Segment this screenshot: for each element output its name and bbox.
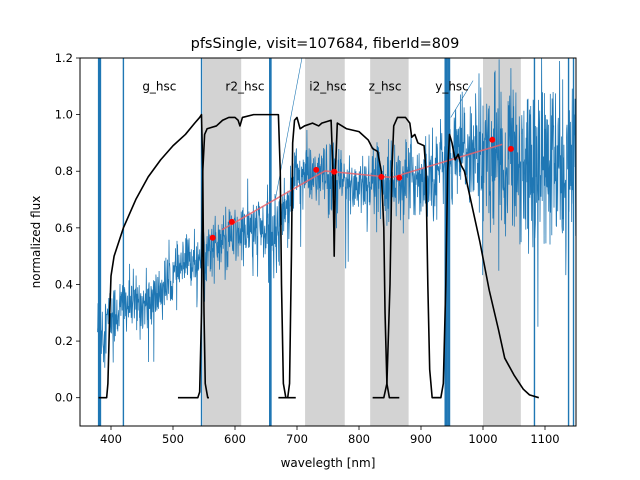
x-tick-label: 1000	[468, 432, 497, 446]
photometry-points	[209, 136, 514, 241]
x-tick-label: 600	[224, 432, 246, 446]
x-tick-label: 700	[286, 432, 308, 446]
photometry-point	[489, 136, 496, 143]
filter-curve-y_hsc	[433, 133, 540, 399]
shaded-band	[370, 58, 409, 426]
filter-curve-z_hsc	[372, 116, 440, 399]
y-tick-label: 0.4	[55, 277, 73, 291]
x-axis-ticks: 400 500 600 700 800 900 1000 1100	[100, 426, 560, 446]
photometry-point	[507, 145, 514, 152]
synthetic-line	[221, 143, 503, 231]
spectrum-line	[97, 58, 576, 368]
filter-curve-g_hsc	[98, 113, 209, 399]
x-tick-label: 500	[162, 432, 184, 446]
filter-curve-i2_hsc	[278, 116, 400, 399]
y-tick-label: 0.0	[55, 391, 73, 405]
photometry-point	[313, 166, 320, 173]
x-tick-label: 1100	[530, 432, 559, 446]
filter-label: i2_hsc	[309, 79, 346, 93]
shaded-bands	[202, 58, 521, 426]
synthetic-photometry-line	[221, 143, 503, 231]
x-tick-label: 900	[410, 432, 432, 446]
filter-curves	[98, 113, 540, 399]
chart-title: pfsSingle, visit=107684, fiberId=809	[191, 36, 460, 52]
x-tick-label: 800	[348, 432, 370, 446]
photometry-point	[378, 173, 385, 180]
filter-label: y_hsc	[435, 79, 469, 93]
spectrum-gap-line	[450, 80, 474, 118]
y-tick-label: 0.6	[55, 221, 73, 235]
shaded-band	[305, 58, 345, 426]
x-axis-label: waveleg­th [nm]	[281, 456, 376, 470]
plot-frame	[79, 57, 577, 427]
filter-labels: g_hsc r2_hsc i2_hsc z_hsc y_hsc	[142, 79, 468, 93]
photometry-point	[331, 168, 338, 175]
y-tick-label: 0.2	[55, 334, 73, 348]
y-axis-ticks: 0.0 0.2 0.4 0.6 0.8 1.0 1.2	[55, 51, 80, 405]
photometry-point	[396, 174, 403, 181]
y-tick-label: 1.2	[55, 51, 73, 65]
filter-label: z_hsc	[369, 79, 402, 93]
y-axis-label: normalized flux	[29, 196, 43, 289]
filter-curve-r2_hsc	[177, 113, 296, 399]
photometry-point	[209, 234, 216, 241]
y-tick-label: 0.8	[55, 164, 73, 178]
y-tick-label: 1.0	[55, 108, 73, 122]
photometry-point	[228, 218, 235, 225]
filter-label: r2_hsc	[225, 79, 264, 93]
filter-label: g_hsc	[142, 79, 176, 93]
x-tick-label: 400	[100, 432, 122, 446]
